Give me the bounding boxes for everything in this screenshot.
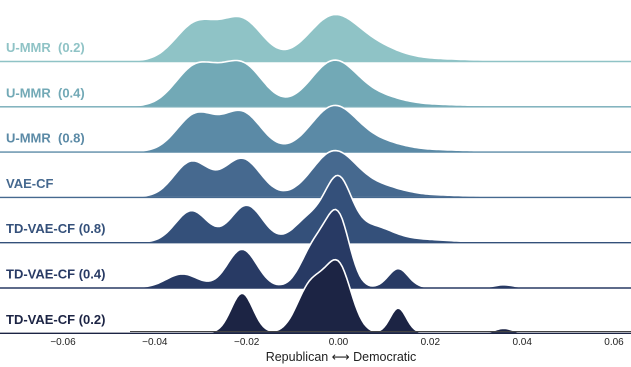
ridge-area xyxy=(131,105,614,152)
row-labels-group: U-MMR (0.2) U-MMR (0.4) U-MMR (0.8) VAE-CF T… xyxy=(6,40,105,327)
ridge-area xyxy=(131,175,614,243)
row-label: U-MMR (0.2) xyxy=(6,40,85,55)
x-tick-label: 0.06 xyxy=(604,337,624,348)
ridge-series xyxy=(0,59,631,108)
row-label: TD-VAE-CF (0.4) xyxy=(6,267,105,282)
ridge-area xyxy=(131,150,614,197)
ridge-area xyxy=(131,209,614,288)
ridge-area xyxy=(131,259,614,333)
ridge-series xyxy=(0,104,631,153)
ridge-area xyxy=(131,60,614,107)
x-tick-label: 0.00 xyxy=(329,337,349,348)
row-label: VAE-CF xyxy=(6,176,53,191)
row-label: U-MMR (0.4) xyxy=(6,85,85,100)
ridges-group xyxy=(0,13,631,334)
ridge-series xyxy=(0,13,631,63)
x-tick-label: 0.02 xyxy=(421,337,441,348)
x-tick-label: −0.04 xyxy=(142,337,168,348)
row-label: TD-VAE-CF (0.8) xyxy=(6,221,105,236)
ridge-outline xyxy=(131,258,614,334)
x-tick-labels: −0.06 −0.04 −0.02 0.00 0.02 0.04 0.06 xyxy=(50,337,624,348)
x-tick-label: −0.02 xyxy=(234,337,260,348)
row-label: TD-VAE-CF (0.2) xyxy=(6,312,105,327)
x-axis: −0.06 −0.04 −0.02 0.00 0.02 0.04 0.06 Republic… xyxy=(50,331,631,364)
x-tick-label: 0.04 xyxy=(512,337,532,348)
x-axis-label: Republican ⟷ Democratic xyxy=(266,350,417,364)
ridge-series xyxy=(0,149,631,199)
x-tick-label: −0.06 xyxy=(50,337,76,348)
row-label: U-MMR (0.8) xyxy=(6,131,85,146)
